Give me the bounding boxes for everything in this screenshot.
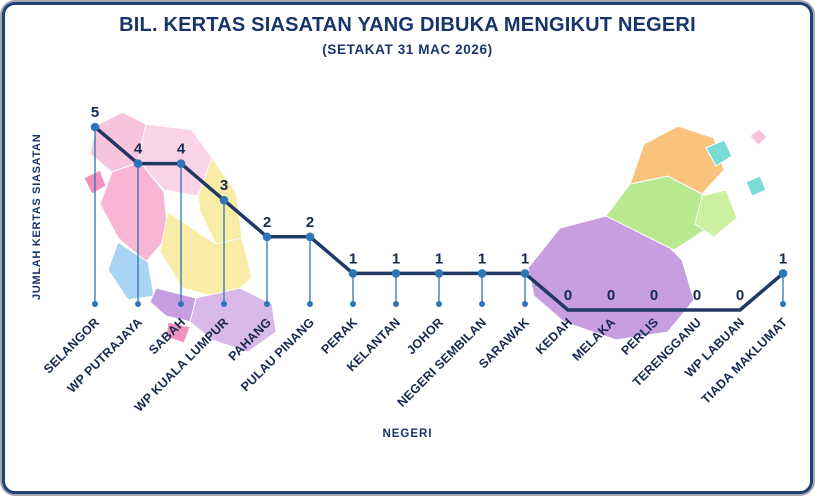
chart-title: BIL. KERTAS SIASATAN YANG DIBUKA MENGIKU… (119, 14, 696, 36)
map-region-selangor (107, 241, 155, 301)
drop-line-end-marker (780, 301, 786, 307)
chart-subtitle: (SETAKAT 31 MAC 2026) (322, 42, 493, 57)
data-point-marker (133, 159, 143, 168)
drop-line-end-marker (307, 301, 313, 307)
data-point-marker (176, 159, 186, 168)
value-label: 2 (263, 214, 271, 231)
value-label: 0 (650, 287, 658, 304)
category-label: WP PUTRAJAYA (65, 315, 146, 396)
map-region-negeri-sembilan (149, 287, 197, 323)
value-label: 0 (564, 287, 572, 304)
category-label: JOHOR (404, 315, 446, 357)
drop-line-end-marker (178, 301, 184, 307)
value-label: 1 (349, 250, 357, 267)
value-label: 5 (91, 104, 99, 121)
value-label: 1 (392, 250, 400, 267)
value-label: 1 (435, 250, 443, 267)
x-axis-label: NEGERI (382, 428, 433, 440)
category-label: TIADA MAKLUMAT (699, 315, 791, 407)
category-label: PERAK (319, 315, 361, 357)
value-label: 0 (693, 287, 701, 304)
map-region-melaka (165, 321, 191, 344)
drop-line-end-marker (479, 301, 485, 307)
drop-line-end-marker (264, 301, 270, 307)
drop-line-end-marker (436, 301, 442, 307)
drop-line-end-marker (92, 301, 98, 307)
value-label: 3 (220, 177, 228, 194)
data-point-marker (391, 269, 401, 278)
data-point-marker (219, 195, 229, 205)
drop-line-end-marker (522, 301, 528, 307)
data-point-marker (434, 269, 444, 278)
map-region-perak (99, 161, 169, 263)
data-point-marker (305, 232, 315, 242)
value-label: 4 (177, 141, 186, 158)
value-label: 1 (478, 250, 486, 267)
drop-line-end-marker (221, 301, 227, 307)
data-point-marker (348, 269, 358, 278)
malaysia-map (83, 111, 768, 353)
value-label: 2 (306, 214, 314, 231)
map-region-east (694, 189, 738, 238)
data-point-marker (90, 122, 100, 132)
category-label: KEDAH (533, 315, 575, 357)
data-point-marker (778, 269, 788, 278)
map-island-3 (749, 128, 768, 146)
value-label: 0 (607, 287, 615, 304)
value-label: 1 (779, 250, 787, 267)
y-axis-label: JUMLAH KERTAS SIASATAN (31, 133, 43, 301)
map-island-1 (705, 139, 733, 167)
map-island-2 (745, 175, 767, 197)
drop-line-end-marker (393, 301, 399, 307)
data-point-marker (477, 269, 487, 278)
drop-line-end-marker (350, 301, 356, 307)
category-label: NEGERI SEMBILAN (395, 315, 490, 410)
data-point-marker (262, 232, 272, 242)
value-label: 4 (134, 141, 143, 158)
value-label: 0 (736, 287, 744, 304)
drop-line-end-marker (135, 301, 141, 307)
data-point-marker (520, 269, 530, 278)
value-label: 1 (521, 250, 529, 267)
map-region-johor (189, 287, 277, 353)
